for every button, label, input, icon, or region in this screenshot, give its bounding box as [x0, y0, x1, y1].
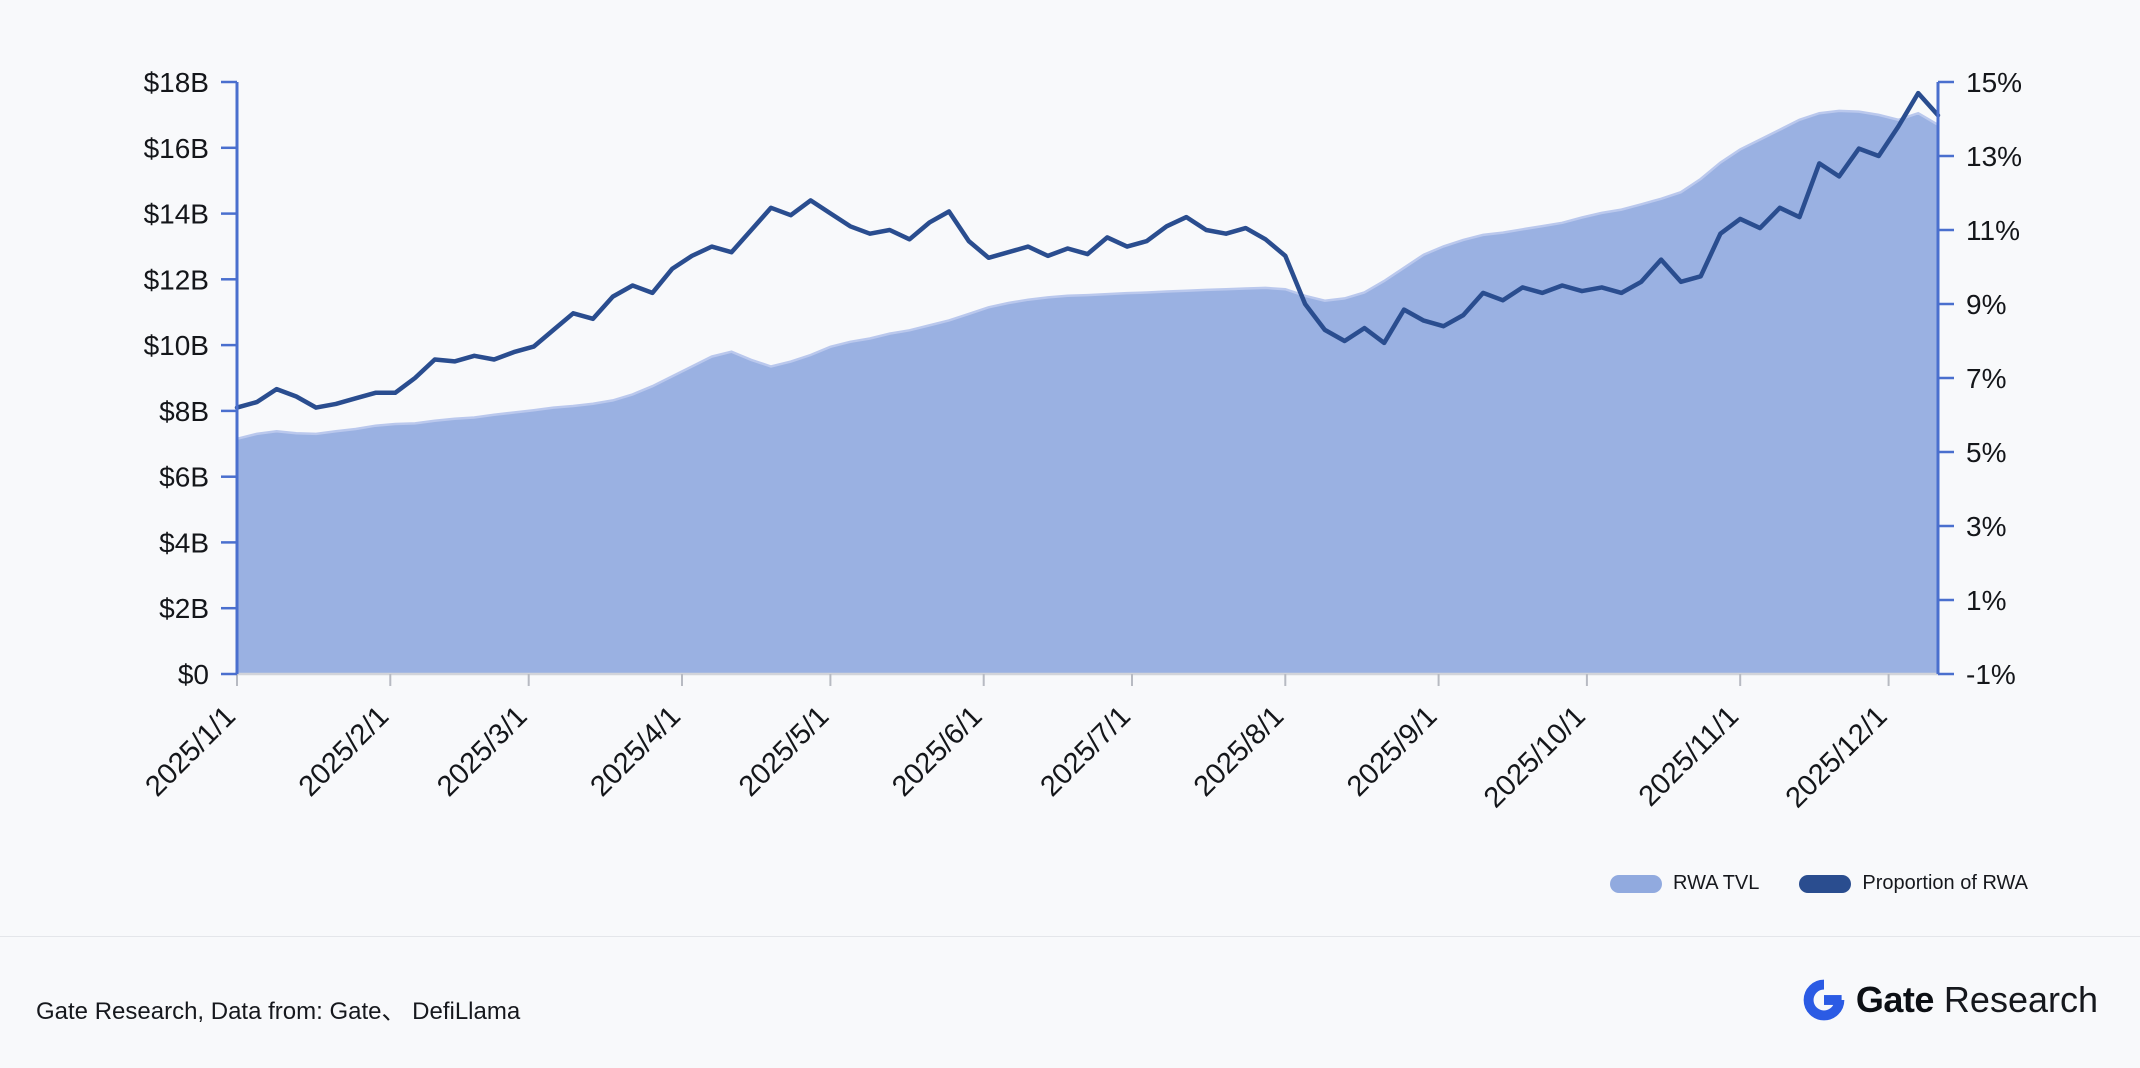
rwa-tvl-proportion-chart: 2025/1/1 2025/2/1 2025/3/1 2025/4/1 2025/5/1…: [139, 67, 2022, 814]
legend-swatch-proportion-of-rwa: [1799, 874, 1852, 893]
brand-gate: Gate: [1855, 979, 1935, 1020]
x-axis: 2025/1/1 2025/2/1 2025/3/1 2025/4/1 2025/5/1…: [139, 672, 1940, 814]
left-axis-label: $16B: [144, 133, 209, 164]
x-axis-label: 2025/12/1: [1780, 700, 1894, 814]
legend-label-rwa-tvl: RWA TVL: [1673, 872, 1760, 894]
left-axis-label: $18B: [144, 67, 209, 98]
x-axis-label: 2025/3/1: [431, 700, 533, 802]
x-axis-label: 2025/11/1: [1633, 700, 1745, 812]
footer-divider: [0, 936, 2140, 937]
right-axis: -1% 1% 3% 5% 7% 9% 11% 13% 15%: [1936, 67, 2022, 690]
legend-item-proportion-of-rwa[interactable]: Proportion of RWA: [1799, 872, 2028, 895]
right-axis-label: -1%: [1966, 659, 2016, 690]
legend-swatch-rwa-tvl: [1610, 874, 1663, 893]
right-axis-label: 13%: [1966, 141, 2022, 172]
right-axis-label: 3%: [1966, 511, 2006, 542]
right-axis-label: 1%: [1966, 585, 2006, 616]
gate-research-brand: Gate Research: [1802, 978, 2098, 1022]
x-axis-label: 2025/10/1: [1478, 700, 1592, 814]
left-axis-label: $6B: [159, 462, 209, 493]
x-axis-label: 2025/2/1: [293, 700, 395, 802]
data-source-text: Gate Research, Data from: Gate、 DefiLlam…: [36, 998, 521, 1025]
brand-research: Research: [1943, 979, 2098, 1020]
right-axis-label: 7%: [1966, 363, 2006, 394]
left-axis-label: $4B: [159, 527, 209, 558]
left-axis-label: $2B: [159, 593, 209, 624]
x-axis-label: 2025/7/1: [1034, 700, 1136, 802]
right-axis-label: 9%: [1966, 289, 2006, 320]
left-axis-label: $8B: [159, 396, 209, 427]
chart-legend: RWA TVL Proportion of RWA: [1610, 872, 2028, 895]
x-axis-label: 2025/1/1: [139, 700, 241, 802]
right-axis-label: 15%: [1966, 67, 2022, 98]
x-axis-label: 2025/9/1: [1341, 700, 1443, 802]
legend-label-proportion-of-rwa: Proportion of RWA: [1862, 872, 2028, 894]
x-axis-label: 2025/5/1: [733, 700, 835, 802]
left-axis-label: $0: [178, 659, 209, 690]
left-axis-label: $12B: [144, 264, 209, 295]
x-axis-label: 2025/6/1: [886, 700, 988, 802]
left-axis-label: $10B: [144, 330, 209, 361]
right-axis-label: 5%: [1966, 437, 2006, 468]
right-axis-label: 11%: [1966, 215, 2020, 246]
left-axis-label: $14B: [144, 199, 209, 230]
gate-logo-icon: [1803, 979, 1845, 1021]
x-axis-label: 2025/4/1: [584, 700, 686, 802]
tvl-area-series: [236, 109, 1939, 674]
x-axis-label: 2025/8/1: [1188, 700, 1290, 802]
legend-item-rwa-tvl[interactable]: RWA TVL: [1610, 872, 1759, 895]
left-axis: $0 $2B $4B $6B $8B $10B $12B $14B $16B $18B: [144, 67, 239, 690]
proportion-line-series: [234, 90, 1941, 410]
